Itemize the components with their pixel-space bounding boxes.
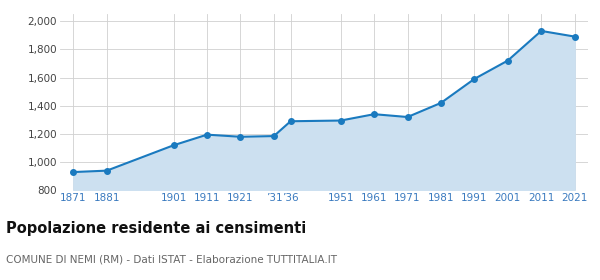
Text: Popolazione residente ai censimenti: Popolazione residente ai censimenti xyxy=(6,221,306,236)
Text: COMUNE DI NEMI (RM) - Dati ISTAT - Elaborazione TUTTITALIA.IT: COMUNE DI NEMI (RM) - Dati ISTAT - Elabo… xyxy=(6,255,337,265)
